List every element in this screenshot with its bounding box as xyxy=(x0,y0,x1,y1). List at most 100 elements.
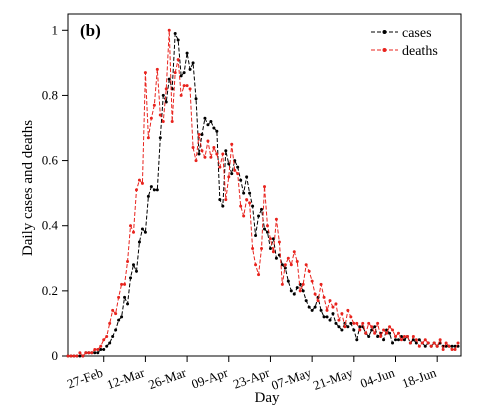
data-point-deaths xyxy=(188,87,192,91)
data-point-deaths xyxy=(358,328,362,332)
data-point-deaths xyxy=(364,331,368,335)
data-point-cases xyxy=(271,237,275,241)
data-point-cases xyxy=(337,325,341,329)
x-tick-label: 27-Feb xyxy=(65,365,105,392)
legend-label-deaths: deaths xyxy=(402,44,438,59)
data-point-deaths xyxy=(251,247,255,251)
plot-border xyxy=(67,13,462,357)
data-point-deaths xyxy=(69,354,73,358)
data-point-cases xyxy=(212,126,216,130)
data-point-deaths xyxy=(236,172,240,176)
data-point-cases xyxy=(280,263,284,267)
data-point-deaths xyxy=(295,260,299,264)
data-point-deaths xyxy=(254,263,258,267)
data-point-cases xyxy=(120,315,124,319)
data-point-cases xyxy=(146,194,150,198)
data-point-cases xyxy=(388,331,392,335)
data-point-cases xyxy=(218,198,222,202)
data-point-cases xyxy=(200,133,204,137)
y-tick-label: 1 xyxy=(52,22,59,37)
data-point-deaths xyxy=(274,217,278,221)
data-point-deaths xyxy=(408,341,412,345)
data-point-deaths xyxy=(447,344,451,348)
data-point-deaths xyxy=(221,152,225,156)
data-point-cases xyxy=(224,149,228,153)
data-point-deaths xyxy=(203,155,207,159)
legend-marker-cases xyxy=(382,30,387,34)
data-point-cases xyxy=(257,214,261,218)
data-point-cases xyxy=(325,315,329,319)
data-point-deaths xyxy=(349,315,353,319)
data-point-cases xyxy=(295,286,299,290)
data-point-deaths xyxy=(146,136,150,140)
data-point-cases xyxy=(155,188,159,192)
data-point-deaths xyxy=(444,341,448,345)
data-point-deaths xyxy=(429,344,433,348)
data-point-cases xyxy=(394,338,397,342)
data-point-cases xyxy=(307,305,311,309)
data-point-cases xyxy=(140,227,144,231)
data-point-deaths xyxy=(224,198,228,202)
data-point-cases xyxy=(423,344,427,348)
data-point-deaths xyxy=(265,224,269,228)
data-point-cases xyxy=(376,334,380,338)
data-point-cases xyxy=(179,74,183,78)
data-point-deaths xyxy=(176,58,180,62)
data-point-cases xyxy=(331,312,335,316)
data-point-deaths xyxy=(185,84,189,88)
data-point-deaths xyxy=(456,341,460,345)
data-point-deaths xyxy=(432,341,436,345)
data-point-deaths xyxy=(414,338,418,342)
data-point-cases xyxy=(96,351,100,355)
data-point-cases xyxy=(191,61,195,65)
data-point-deaths xyxy=(117,295,121,299)
data-point-cases xyxy=(248,191,252,195)
data-point-deaths xyxy=(114,312,118,316)
data-point-deaths xyxy=(120,282,124,286)
data-point-cases xyxy=(173,32,177,36)
data-point-deaths xyxy=(268,237,272,241)
data-point-cases xyxy=(236,165,240,169)
data-point-cases xyxy=(334,321,338,325)
data-point-deaths xyxy=(140,181,144,185)
data-point-cases xyxy=(292,292,296,296)
data-point-cases xyxy=(117,318,121,322)
data-point-cases xyxy=(352,328,356,332)
data-point-deaths xyxy=(417,344,421,348)
data-point-cases xyxy=(188,67,192,71)
data-point-cases xyxy=(450,344,454,348)
data-point-deaths xyxy=(355,321,359,325)
data-point-deaths xyxy=(227,175,231,179)
data-point-cases xyxy=(373,325,377,329)
data-point-deaths xyxy=(132,230,135,234)
data-point-deaths xyxy=(438,338,442,342)
y-tick-label: 0.4 xyxy=(42,218,59,233)
data-point-cases xyxy=(313,305,317,309)
data-point-deaths xyxy=(245,198,249,202)
data-point-deaths xyxy=(164,87,168,91)
data-point-deaths xyxy=(233,168,237,172)
data-point-cases xyxy=(263,227,266,231)
data-point-deaths xyxy=(388,325,392,329)
data-point-deaths xyxy=(105,334,109,338)
data-point-cases xyxy=(197,152,201,156)
data-point-deaths xyxy=(242,214,246,218)
data-point-deaths xyxy=(286,256,290,260)
data-point-deaths xyxy=(328,299,332,303)
data-point-deaths xyxy=(420,341,424,345)
data-point-deaths xyxy=(111,308,115,312)
data-point-deaths xyxy=(367,321,371,325)
data-point-deaths xyxy=(81,354,85,358)
data-point-cases xyxy=(239,178,243,182)
data-point-deaths xyxy=(93,347,97,351)
data-point-cases xyxy=(391,341,395,345)
data-point-deaths xyxy=(304,263,308,267)
data-point-deaths xyxy=(215,152,219,156)
data-point-deaths xyxy=(337,318,341,322)
data-point-cases xyxy=(78,354,82,358)
x-tick-label: 07-May xyxy=(269,365,313,393)
data-point-cases xyxy=(164,100,168,104)
data-point-deaths xyxy=(385,331,389,335)
data-point-deaths xyxy=(87,351,91,355)
data-point-cases xyxy=(242,191,246,195)
